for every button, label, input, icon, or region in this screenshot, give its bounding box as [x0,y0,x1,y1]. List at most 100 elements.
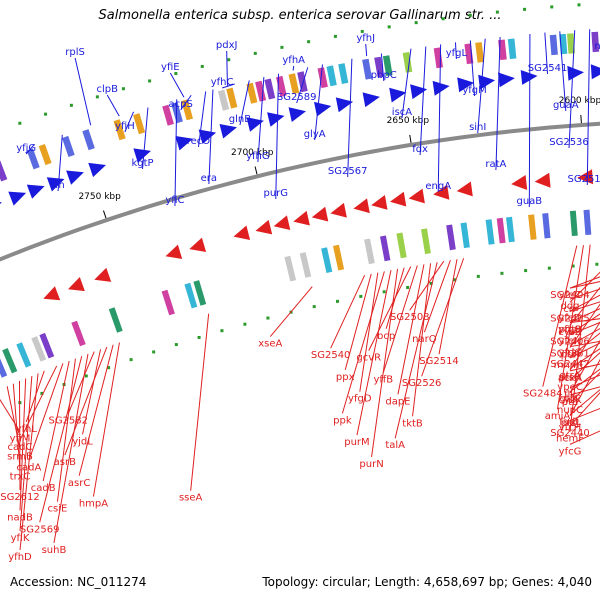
gene-label: yfeD [558,313,582,324]
reverse-gene [330,202,347,218]
leader-line [568,30,576,149]
gene-label: yfjG [16,143,36,154]
gene-label: hmpA [79,499,108,510]
gene-label: yfhA [282,55,305,66]
cog-block-inner [108,307,123,333]
leader-line [190,313,210,491]
gene-label: yfhL [16,424,38,435]
cog-block-inner [16,342,32,368]
gene-label: dapE [385,396,410,407]
label-layer: SG2709iroNSG2675yfjGffhrplSclpByfiHkgtPy… [0,29,600,563]
reverse-gene [165,244,183,259]
cog-block-inner [299,252,312,278]
gc-dot [468,13,472,17]
gene-label: ptsJ [561,418,579,429]
cog-block [549,34,558,56]
leader-line [382,265,418,373]
gc-dot [95,95,99,99]
forward-gene [567,65,584,81]
cog-block [0,160,8,182]
gene-label: asrC [68,478,90,489]
gene-label: yfgM [462,85,486,96]
gene-label: SG2567 [328,166,368,177]
gene-label: sinI [469,122,486,133]
leader-line [569,332,600,358]
leader-line [275,73,279,200]
reverse-gene [534,172,551,188]
cog-block [317,67,328,89]
leader-line [330,275,366,349]
leader-line [239,80,250,126]
gc-dot [18,121,22,125]
cog-block [433,47,443,69]
genome-backbone [0,121,600,262]
forward-gene [88,162,106,178]
leader-line [67,351,95,414]
reverse-gene [433,184,450,200]
gc-dot [441,17,445,21]
gc-dot [524,269,528,273]
gene-label: yfbQ [558,325,582,336]
gc-dot [360,29,364,33]
tick-mark [580,114,582,124]
leader-line [53,353,89,544]
gc-dot [453,278,457,282]
gene-label: SG2442 [550,359,590,370]
gc-dot [414,21,418,25]
forward-gene [219,124,237,139]
cog-block [113,119,126,141]
gc-dot [129,358,133,362]
leader-line [359,272,379,392]
leader-line [25,370,45,423]
gc-dot [84,374,88,378]
leader-line [437,44,442,193]
forward-gene [198,129,217,144]
leader-line [544,32,549,75]
gc-dot [335,299,339,303]
gene-label: SG2484 [523,389,563,400]
gene-label: pdxJ [216,40,238,51]
reverse-gene [577,169,594,185]
leader-line [569,286,600,326]
cog-block-inner [284,255,297,282]
leader-line [409,260,445,311]
gc-dot [174,343,178,347]
gene-label: pbpC [371,70,397,81]
forward-gene [432,80,450,96]
gc-dot [307,40,311,44]
gene-label: SG2612 [0,492,40,503]
leader-line [296,67,309,104]
leader-line [477,38,486,134]
forward-gene [362,92,380,108]
gene-label: yfhJ [356,33,375,44]
reverse-gene [293,210,310,226]
forward-gene [8,191,27,206]
gene-label: gcvR [356,353,381,364]
cog-block-inner [446,224,456,251]
forward-gene [520,70,538,85]
forward-gene [389,87,407,103]
gene-label: SG2361 [550,349,590,360]
gene-label: yjdL [72,436,93,447]
gene-label: cadB [31,483,56,494]
gene-label: purN [359,459,383,470]
gene-label: nlpB [594,41,600,52]
gene-label: gtrC [559,394,580,405]
leader-line [586,29,591,186]
leader-line [197,91,207,148]
cog-block-inner [193,280,207,306]
gene-label: rplS [65,47,85,58]
gene-label: yfgD [348,394,372,405]
gene-label: recO [187,136,211,147]
gene-label: ratA [485,159,506,170]
gene-label: ptsH [559,372,582,383]
cog-block [264,78,276,100]
gene-label: yfiC [165,195,184,206]
cog-block-inner [396,232,407,259]
cog-block [288,73,300,95]
leader-line [257,77,265,163]
cog-block-inner [31,336,47,362]
gene-label: yfgL [446,48,468,59]
gc-dot [148,79,152,83]
gc-dot [406,285,410,289]
